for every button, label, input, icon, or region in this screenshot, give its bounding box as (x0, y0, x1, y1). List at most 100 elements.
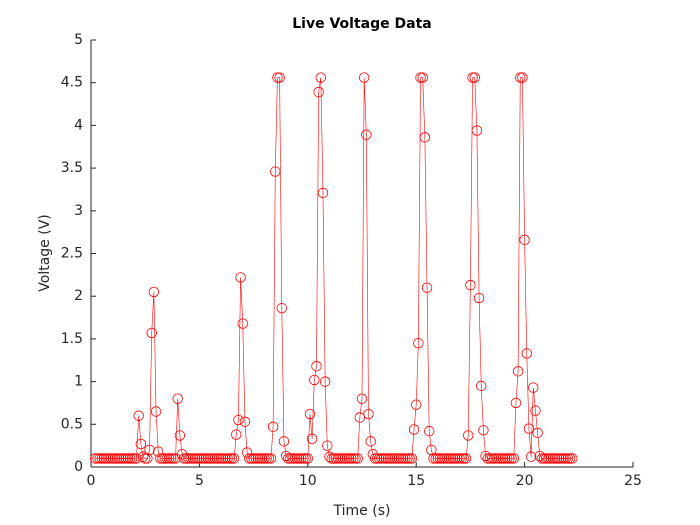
data-marker (257, 453, 268, 464)
data-marker (530, 405, 541, 416)
data-marker (315, 72, 327, 83)
data-marker (272, 72, 283, 83)
data-marker (406, 453, 418, 464)
data-marker (159, 453, 170, 464)
data-marker (278, 436, 290, 447)
data-marker (139, 453, 151, 464)
data-marker (495, 453, 506, 464)
data-marker (512, 366, 524, 377)
data-marker (120, 453, 131, 464)
data-marker (274, 72, 285, 83)
data-marker (129, 453, 140, 464)
data-marker (371, 453, 383, 464)
data-marker (339, 453, 350, 464)
data-marker (484, 453, 496, 464)
data-marker (96, 453, 108, 464)
data-marker (374, 453, 385, 464)
data-marker (287, 453, 298, 464)
data-marker (198, 453, 209, 464)
data-marker (94, 453, 105, 464)
data-marker (450, 453, 461, 464)
y-tick-label: 0.5 (61, 416, 83, 432)
data-marker (504, 453, 515, 464)
data-marker (465, 279, 476, 291)
data-marker (551, 453, 563, 464)
x-axis-label: Time (s) (333, 503, 391, 519)
y-axis-label: Voltage (V) (37, 214, 53, 291)
data-marker (389, 453, 400, 464)
data-marker (181, 453, 192, 464)
data-marker (155, 453, 166, 464)
data-marker (525, 451, 537, 462)
data-marker (224, 453, 235, 464)
data-marker (250, 453, 261, 464)
data-marker (298, 453, 309, 464)
data-marker (441, 453, 452, 464)
data-marker (261, 453, 272, 464)
data-marker (536, 453, 548, 464)
data-marker (387, 453, 398, 464)
data-marker (378, 453, 389, 464)
data-marker (150, 406, 162, 417)
data-marker (300, 453, 311, 464)
data-marker (421, 282, 433, 293)
data-marker (267, 421, 279, 433)
data-marker (133, 410, 144, 421)
data-marker (384, 453, 396, 464)
data-marker (103, 453, 114, 464)
data-marker (430, 453, 441, 464)
x-tick-label: 5 (195, 473, 204, 489)
data-marker (350, 453, 361, 464)
data-marker (337, 453, 348, 464)
data-marker (352, 453, 363, 464)
data-marker (270, 166, 281, 177)
data-marker (493, 453, 504, 464)
data-marker (358, 72, 370, 83)
data-marker (289, 453, 300, 464)
data-marker (554, 453, 565, 464)
data-marker (335, 453, 346, 464)
y-tick-label: 2 (74, 288, 83, 304)
data-marker (306, 433, 318, 445)
data-marker (304, 408, 316, 420)
data-marker (506, 453, 517, 464)
data-marker (239, 416, 251, 427)
data-marker (311, 361, 322, 372)
data-marker (285, 453, 296, 464)
data-marker (142, 453, 153, 464)
data-marker (194, 453, 205, 464)
data-marker (428, 453, 439, 464)
data-marker (419, 132, 431, 143)
data-marker (168, 453, 179, 464)
data-marker (432, 453, 444, 464)
data-marker (113, 453, 125, 464)
data-marker (443, 453, 454, 464)
data-marker (519, 234, 530, 246)
data-marker (254, 453, 266, 464)
data-marker (393, 453, 405, 464)
data-marker (510, 397, 522, 409)
data-marker (369, 453, 381, 464)
data-marker (319, 376, 331, 387)
data-marker (502, 453, 513, 464)
data-marker (209, 453, 220, 464)
y-tick-label: 3 (74, 203, 83, 219)
data-marker (179, 453, 190, 464)
data-marker (131, 453, 142, 464)
data-marker (460, 453, 472, 464)
data-marker (532, 427, 543, 439)
data-marker (146, 327, 157, 339)
data-marker (454, 453, 465, 464)
data-marker (545, 453, 556, 464)
data-marker (202, 453, 214, 464)
data-marker (226, 453, 238, 464)
data-marker (363, 408, 374, 420)
data-marker (517, 72, 528, 83)
data-marker (560, 453, 571, 464)
data-marker (293, 453, 305, 464)
data-marker (471, 125, 483, 136)
data-marker (467, 72, 478, 83)
data-marker (556, 453, 567, 464)
data-marker (356, 393, 368, 404)
data-marker (562, 453, 574, 464)
